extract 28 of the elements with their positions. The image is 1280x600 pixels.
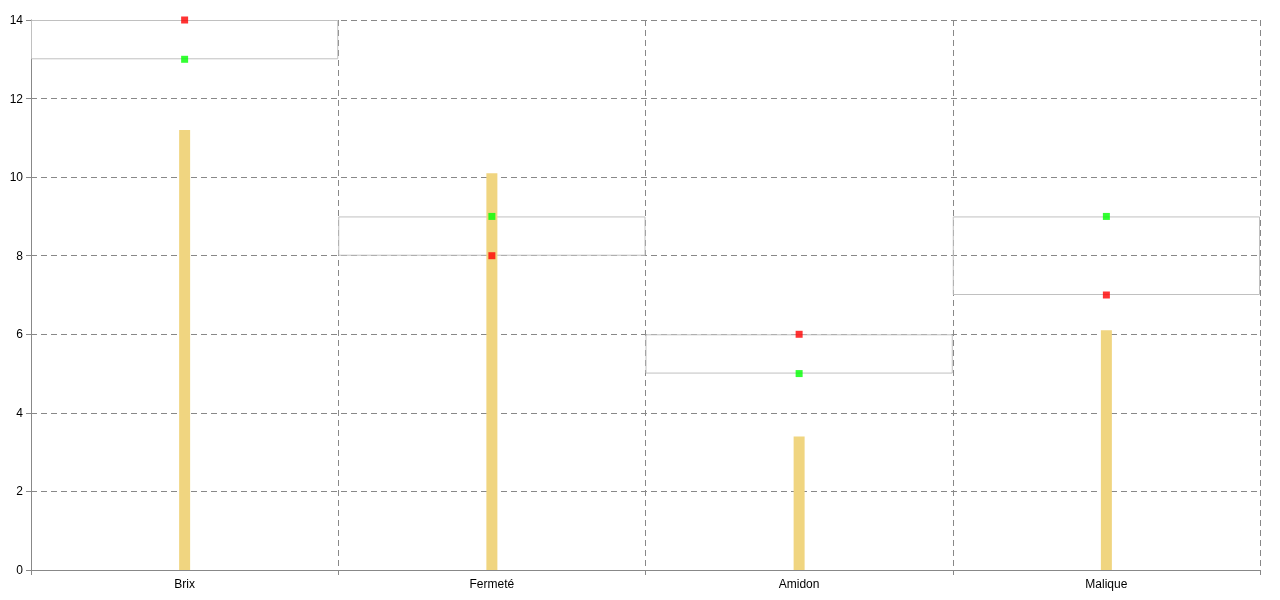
- y-tick-label: 2: [16, 484, 24, 499]
- y-tick-label: 8: [16, 248, 24, 263]
- point: [488, 212, 496, 220]
- y-tick-label: 10: [9, 170, 24, 185]
- bar: [179, 130, 191, 570]
- y-tick-label: 14: [9, 13, 24, 27]
- point: [181, 55, 189, 63]
- point: [795, 330, 803, 338]
- bar: [486, 173, 498, 570]
- point: [1102, 291, 1110, 299]
- x-tick-label: Fermeté: [469, 577, 515, 591]
- y-tick-label: 4: [16, 405, 24, 420]
- bar: [645, 334, 953, 374]
- x-tick-label: Brix: [174, 577, 195, 591]
- point: [1102, 212, 1110, 220]
- point: [181, 16, 189, 24]
- bar: [1100, 330, 1112, 570]
- y-tick-label: 6: [16, 327, 24, 342]
- bar: [793, 436, 805, 570]
- y-tick-label: 0: [16, 563, 24, 577]
- x-tick-label: Amidon: [778, 577, 820, 591]
- bar: [31, 20, 339, 60]
- point: [795, 370, 803, 378]
- point: [488, 252, 496, 260]
- bar: [952, 216, 1260, 295]
- bar: [338, 216, 646, 256]
- x-tick-label: Malique: [1085, 577, 1128, 591]
- y-tick-label: 12: [9, 91, 24, 106]
